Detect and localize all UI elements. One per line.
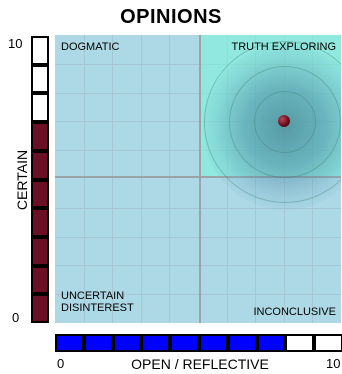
quadrant-label-uncertain-disinterest: UNCERTAIN DISINTEREST xyxy=(61,290,134,314)
certainty-meter-cell-filled xyxy=(31,208,49,237)
openness-meter-cell-filled xyxy=(55,334,84,352)
openness-meter-cell-empty xyxy=(285,334,314,352)
x-axis-max-label: 10 xyxy=(326,356,341,371)
openness-meter-cell-filled xyxy=(257,334,285,352)
grid-line-horizontal xyxy=(55,294,341,295)
certainty-meter-cell-filled xyxy=(31,151,49,180)
y-axis-max-label: 10 xyxy=(8,36,23,51)
openness-meter-cell-filled xyxy=(199,334,228,352)
grid-line-vertical xyxy=(84,35,85,323)
certainty-meter-cell-filled xyxy=(31,237,49,266)
grid-line-horizontal xyxy=(55,121,341,122)
y-axis-min-label: 0 xyxy=(12,310,20,325)
y-axis-label: CERTAIN xyxy=(14,149,30,211)
certainty-meter-cell-empty xyxy=(31,36,49,65)
openness-meter-cell-filled xyxy=(170,334,199,352)
openness-meter-cell-filled xyxy=(113,334,141,352)
openness-meter xyxy=(55,334,342,352)
grid-line-horizontal xyxy=(55,237,341,238)
grid-line-horizontal xyxy=(55,150,341,151)
opinion-quadrant-plot: DOGMATIC TRUTH EXPLORING UNCERTAIN DISIN… xyxy=(55,35,341,323)
horizontal-divider xyxy=(55,176,341,178)
grid-line-horizontal xyxy=(55,64,341,65)
grid-line-vertical xyxy=(169,35,170,323)
grid-line-horizontal xyxy=(55,208,341,209)
quadrant-label-truth-exploring: TRUTH EXPLORING xyxy=(231,41,336,53)
quadrant-label-disinterest: DISINTEREST xyxy=(61,302,134,314)
quadrant-label-inconclusive: INCONCLUSIVE xyxy=(253,306,336,318)
grid-line-horizontal xyxy=(55,93,341,94)
quadrant-label-dogmatic: DOGMATIC xyxy=(61,41,120,53)
certainty-meter-cell-filled xyxy=(31,180,49,208)
certainty-meter-cell-filled xyxy=(31,266,49,294)
vertical-divider xyxy=(199,35,201,323)
certainty-meter-cell-filled xyxy=(31,294,49,323)
certainty-meter-cell-empty xyxy=(31,93,49,122)
certainty-meter xyxy=(31,36,49,323)
x-axis-min-label: 0 xyxy=(57,356,65,371)
openness-meter-cell-filled xyxy=(84,334,113,352)
openness-meter-cell-filled xyxy=(141,334,170,352)
certainty-meter-cell-empty xyxy=(31,65,49,93)
openness-meter-cell-empty xyxy=(314,334,342,352)
grid-line-vertical xyxy=(112,35,113,323)
quadrant-label-uncertain: UNCERTAIN xyxy=(61,290,125,302)
chart-title: OPINIONS xyxy=(120,6,222,28)
grid-line-horizontal xyxy=(55,265,341,266)
opinion-marker xyxy=(277,115,290,128)
x-axis-label: OPEN / REFLECTIVE xyxy=(131,356,269,372)
grid-line-vertical xyxy=(141,35,142,323)
openness-meter-cell-filled xyxy=(228,334,257,352)
certainty-meter-cell-filled xyxy=(31,122,49,151)
